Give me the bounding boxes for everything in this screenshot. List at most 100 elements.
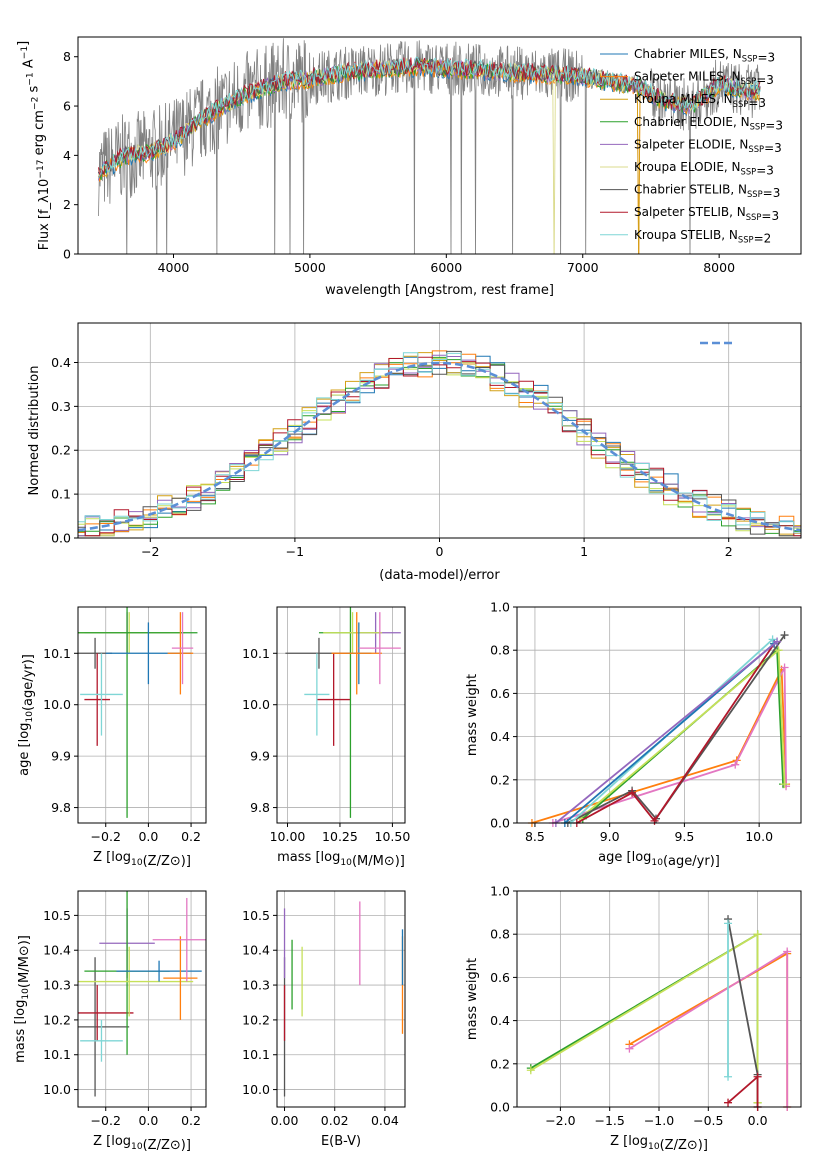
histogram-series xyxy=(78,350,801,537)
x-tick-label: 10.50 xyxy=(375,829,411,844)
plot-frame xyxy=(516,890,802,1108)
weight-vs-metallicity-panel: −2.0 −1.5 −1.0 −0.5 0.0 0.0 0.2 0.4 0.6 0.8 1.0 Z [… xyxy=(465,884,802,1153)
label-fragment: (age/yr)] xyxy=(663,854,720,869)
label-fragment: =3 xyxy=(748,96,766,110)
label-fragment: (Z/Z⊙)] xyxy=(143,854,191,869)
normal-distribution-curve xyxy=(78,361,801,532)
label-fragment: age [ xyxy=(598,850,631,865)
y-tick-label: 0.0 xyxy=(51,531,71,546)
label-fragment: −1 xyxy=(20,46,30,59)
label-fragment: log xyxy=(13,1000,28,1020)
x-axis-label: (data-model)/error xyxy=(379,568,500,583)
x-tick-label: 8000 xyxy=(703,260,735,275)
label-fragment: 10 xyxy=(340,858,352,868)
x-tick-label: 0.04 xyxy=(371,1113,399,1128)
label-fragment: =3 xyxy=(765,118,783,132)
legend-entry: Chabrier STELIB, NSSP=3 xyxy=(634,183,780,201)
plot-frame xyxy=(276,890,406,1108)
data-point-marker xyxy=(783,947,792,956)
y-tick-label: 10.5 xyxy=(43,908,71,923)
data-point-marker xyxy=(628,788,637,797)
label-fragment: Chabrier ELODIE, N xyxy=(634,115,750,129)
plot-frame xyxy=(77,606,207,824)
legend-entry: Kroupa MILES, NSSP=3 xyxy=(634,92,766,110)
data-point-marker xyxy=(773,637,782,646)
label-fragment: SSP xyxy=(750,121,766,131)
x-tick-label: 0.0 xyxy=(138,1113,158,1128)
mass-weight-line xyxy=(567,634,786,823)
y-tick-label: 0.6 xyxy=(490,970,510,985)
label-fragment: SSP xyxy=(741,76,757,86)
label-fragment: =3 xyxy=(761,209,779,223)
legend-entry: Salpeter ELODIE, NSSP=3 xyxy=(634,137,782,155)
label-fragment: E(B-V) xyxy=(321,1134,361,1149)
mass-weight-line xyxy=(530,932,759,1103)
label-fragment: =3 xyxy=(757,51,775,65)
label-fragment: Salpeter MILES, N xyxy=(634,70,741,84)
y-tick-label: 8 xyxy=(63,49,71,64)
label-fragment: log xyxy=(321,850,341,865)
label-fragment: (M/M⊙)] xyxy=(17,935,32,988)
x-tick-label: −0.2 xyxy=(91,829,121,844)
data-point-marker xyxy=(724,1072,733,1081)
y-tick-label: 1.0 xyxy=(490,600,510,615)
y-axis-label: Normed distribution xyxy=(27,366,42,496)
label-fragment: 10 xyxy=(25,711,35,723)
y-tick-label: 0.1 xyxy=(51,487,71,502)
y-tick-label: 0.4 xyxy=(490,729,510,744)
y-tick-label: 10.4 xyxy=(242,943,270,958)
label-fragment: Salpeter STELIB, N xyxy=(634,205,746,219)
mass-vs-extinction-panel: 0.00 0.02 0.04 10.0 10.1 10.2 10.3 10.4 10.5 E(B-… xyxy=(242,890,406,1149)
residual-histogram-panel: −2 −1 0 1 2 0.0 0.1 0.2 0.3 0.4 (data-model)/error… xyxy=(27,322,802,583)
x-tick-label: 9.5 xyxy=(674,829,694,844)
y-tick-label: 10.1 xyxy=(242,1047,270,1062)
label-fragment: mass weight xyxy=(465,958,480,1040)
y-tick-label: 9.9 xyxy=(51,749,71,764)
legend-entry: Salpeter STELIB, NSSP=3 xyxy=(634,205,779,223)
label-fragment: =3 xyxy=(763,186,781,200)
x-tick-label: −2.0 xyxy=(545,1113,575,1128)
y-tick-label: 0.2 xyxy=(490,772,510,787)
label-fragment: (Z/Z⊙)] xyxy=(143,1138,191,1153)
plot-frame xyxy=(77,322,802,539)
x-tick-label: 6000 xyxy=(430,260,462,275)
plot-frame xyxy=(77,890,207,1108)
y-tick-label: 0.8 xyxy=(490,643,510,658)
x-axis-label: Z [log10(Z/Z⊙)] xyxy=(93,1134,191,1153)
label-fragment: log xyxy=(17,723,32,743)
label-fragment: Normed distribution xyxy=(27,366,42,496)
data-point-marker xyxy=(780,780,789,789)
label-fragment: mass [ xyxy=(277,850,320,865)
mass-weight-line xyxy=(552,667,787,823)
label-fragment: SSP xyxy=(746,212,762,222)
data-point-marker xyxy=(753,1072,762,1081)
x-tick-label: 2 xyxy=(725,544,733,559)
y-tick-label: 0.8 xyxy=(490,927,510,942)
y-tick-label: 4 xyxy=(63,148,71,163)
y-axis-label: mass weight xyxy=(465,674,480,756)
y-tick-label: 10.2 xyxy=(43,1012,71,1027)
legend-entry: Chabrier ELODIE, NSSP=3 xyxy=(634,115,783,133)
histogram-series xyxy=(78,354,801,537)
label-fragment: Salpeter ELODIE, N xyxy=(634,137,748,151)
data-point-marker xyxy=(526,1066,535,1075)
label-fragment: =3 xyxy=(764,141,782,155)
x-tick-label: −0.2 xyxy=(91,1113,121,1128)
label-fragment: SSP xyxy=(747,189,763,199)
x-tick-label: 8.5 xyxy=(525,829,545,844)
y-tick-label: 10.3 xyxy=(43,978,71,993)
y-tick-label: 9.8 xyxy=(250,800,270,815)
x-tick-label: −2 xyxy=(141,544,159,559)
x-tick-label: −0.5 xyxy=(693,1113,723,1128)
label-fragment: Z [ xyxy=(93,1134,111,1149)
y-tick-label: 0.0 xyxy=(490,1100,510,1115)
plot-frame xyxy=(276,606,406,824)
x-tick-label: 0 xyxy=(436,544,444,559)
label-fragment: log xyxy=(111,1134,131,1149)
label-fragment: wavelength [Angstrom, rest frame] xyxy=(325,283,554,298)
label-fragment: Flux [f_λ10 xyxy=(37,179,52,251)
data-point-marker xyxy=(780,663,789,672)
weight-vs-age-panel: 8.5 9.0 9.5 10.0 0.0 0.2 0.4 0.6 0.8 1.0 age [log1… xyxy=(465,600,802,869)
mass-weight-line xyxy=(727,918,759,1107)
y-tick-label: 9.8 xyxy=(51,800,71,815)
